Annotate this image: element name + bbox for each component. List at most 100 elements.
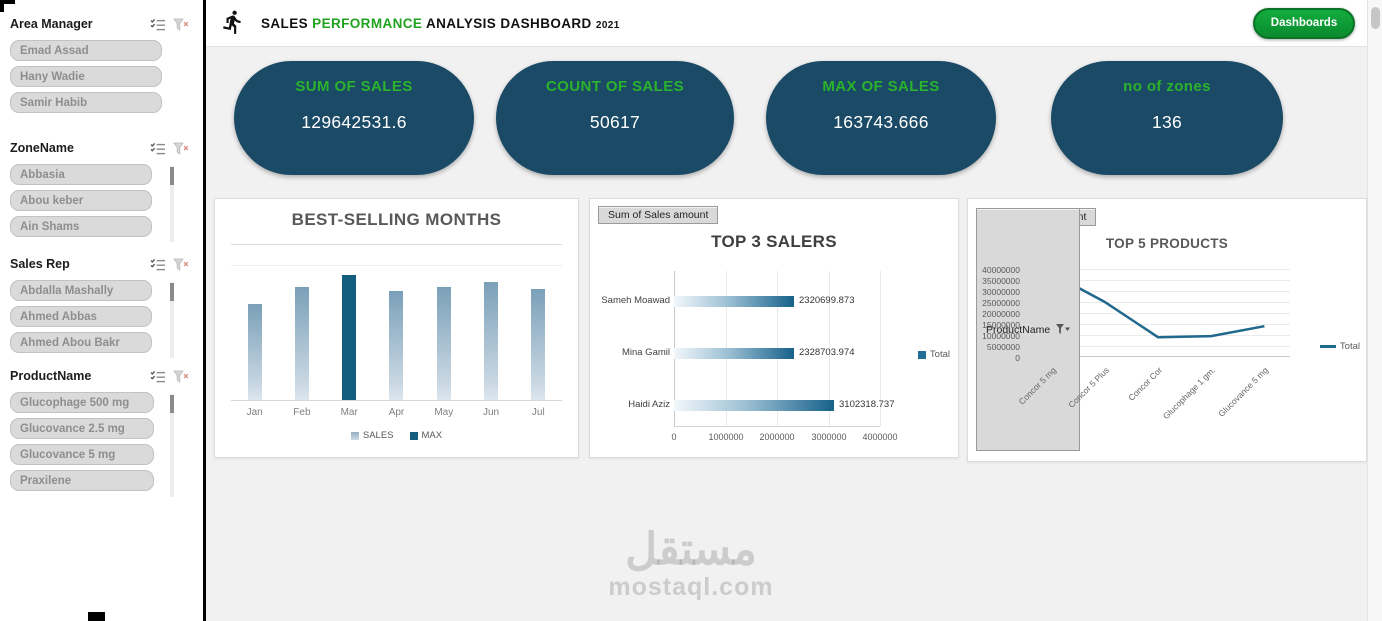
kpi-card-max-of-sales: MAX OF SALES 163743.666	[766, 61, 996, 175]
x-tick-label: Jul	[531, 407, 545, 418]
vertical-scrollbar[interactable]	[1367, 0, 1382, 621]
y-tick-label: 10000000	[982, 331, 1020, 341]
slicer-title: ProductName	[10, 369, 92, 383]
bar-jun	[484, 282, 499, 400]
slicer-scrollbar-thumb[interactable]	[170, 395, 174, 413]
y-tick-label: 30000000	[982, 287, 1020, 297]
slicer-items: Abbasia Abou keber Ain Shams	[10, 164, 195, 237]
slicer-scrollbar-thumb[interactable]	[170, 167, 174, 185]
gridline	[1025, 269, 1290, 270]
pivot-field-button[interactable]: Sum of Sales amount	[598, 206, 719, 224]
clear-filter-icon[interactable]	[173, 18, 189, 31]
x-tick-label: Jun	[482, 407, 500, 418]
clear-filter-icon[interactable]	[173, 258, 189, 271]
bar-column	[326, 266, 373, 400]
title-analysis: ANALYSIS DASHBOARD	[425, 15, 592, 31]
scrollbar-thumb[interactable]	[1371, 7, 1380, 29]
best-selling-months-chart: BEST-SELLING MONTHS Jan Feb Mar Apr May Jun Ju…	[214, 198, 579, 458]
bar-jan	[247, 303, 262, 400]
multiselect-icon[interactable]	[150, 258, 166, 271]
title-performance: PERFORMANCE	[312, 15, 423, 31]
bar-column	[373, 266, 420, 400]
legend-label: Total	[1339, 341, 1360, 352]
y-tick-label: 0	[1015, 353, 1020, 363]
slicer-items: Emad Assad Hany Wadie Samir Habib	[10, 40, 195, 113]
category-label: Haidi Aziz	[628, 399, 670, 410]
title-divider	[231, 244, 562, 245]
clear-filter-icon[interactable]	[173, 370, 189, 383]
slicer-header: ProductName	[10, 364, 195, 388]
slicer-item[interactable]: Ain Shams	[10, 216, 152, 237]
productname-filter-button[interactable]: ProductName	[976, 208, 1081, 451]
slicer-scrollbar[interactable]	[170, 394, 174, 497]
slicer-item[interactable]: Ahmed Abbas	[10, 306, 152, 327]
kpi-label: MAX OF SALES	[822, 78, 940, 95]
bar-apr	[389, 291, 404, 400]
slicer-item[interactable]: Praxilene	[10, 470, 154, 491]
legend-item-sales: SALES	[350, 430, 394, 441]
slicer-scrollbar[interactable]	[170, 282, 174, 358]
x-tick-label: 1000000	[708, 432, 744, 442]
slicer-item[interactable]: Glucovance 2.5 mg	[10, 418, 154, 439]
axis-field-label: ProductName	[986, 323, 1051, 336]
y-tick-label: 15000000	[982, 320, 1020, 330]
kpi-label: SUM OF SALES	[295, 78, 413, 95]
legend-label: MAX	[421, 430, 443, 441]
slicer-items: Abdalla Mashally Ahmed Abbas Ahmed Abou Ba…	[10, 280, 195, 353]
kpi-card-sum-of-sales: SUM OF SALES 129642531.6	[234, 61, 474, 175]
slicer-item[interactable]: Abou keber	[10, 190, 152, 211]
total-swatch	[917, 350, 926, 359]
slicer-item[interactable]: Hany Wadie	[10, 66, 162, 87]
slicer-item[interactable]: Ahmed Abou Bakr	[10, 332, 152, 353]
bar-sameh-moawad	[674, 296, 794, 307]
bar-mar	[342, 275, 357, 400]
slicer-item[interactable]: Glucophage 500 mg	[10, 392, 154, 413]
clear-filter-icon[interactable]	[173, 142, 189, 155]
corner-mark	[0, 0, 15, 12]
slicer-item[interactable]: Abbasia	[10, 164, 152, 185]
x-axis-labels: Jan Feb Mar Apr May Jun Jul	[231, 407, 562, 418]
slicer-item[interactable]: Abdalla Mashally	[10, 280, 152, 301]
header-bar: SALES PERFORMANCE ANALYSIS DASHBOARD 202…	[206, 0, 1367, 47]
bar-column	[467, 266, 514, 400]
multiselect-icon[interactable]	[150, 370, 166, 383]
bar-may	[436, 287, 451, 400]
slicer-title: Sales Rep	[10, 257, 70, 271]
title-sales: SALES	[261, 15, 309, 31]
sidebar-divider	[203, 0, 206, 621]
dashboards-button[interactable]: Dashboards	[1253, 7, 1355, 39]
x-category-label: Glucovance 5 mg	[1216, 365, 1271, 419]
multiselect-icon[interactable]	[150, 142, 166, 155]
x-tick-label: 3000000	[811, 432, 847, 442]
slicer-item[interactable]: Glucovance 5 mg	[10, 444, 154, 465]
gridline	[1025, 291, 1290, 292]
slicer-item[interactable]: Emad Assad	[10, 40, 162, 61]
slicer-scrollbar[interactable]	[170, 166, 174, 242]
title-year: 2021	[595, 19, 620, 31]
x-tick-label: Feb	[293, 407, 311, 418]
horizontal-bar-plot-area: 2320699.873 2328703.974 3102318.737	[674, 271, 894, 427]
gridline	[880, 271, 881, 426]
multiselect-icon[interactable]	[150, 18, 166, 31]
slicer-header: ZoneName	[10, 136, 195, 160]
chart-legend: SALES MAX	[215, 430, 578, 441]
bar-jul	[531, 288, 546, 400]
total-line-swatch	[1319, 345, 1336, 348]
data-label: 3102318.737	[839, 399, 895, 410]
bar-feb	[294, 287, 309, 400]
slicer-header: Area Manager	[10, 12, 195, 36]
gridline	[1025, 346, 1290, 347]
dashboard-content: SUM OF SALES 129642531.6 COUNT OF SALES 506…	[206, 47, 1367, 621]
bar-mina-gamil	[674, 348, 794, 359]
x-tick-label: Apr	[388, 407, 405, 418]
kpi-card-no-of-zones: no of zones 136	[1051, 61, 1283, 175]
slicer-item[interactable]: Samir Habib	[10, 92, 162, 113]
bar-column	[420, 266, 467, 400]
chart-title: BEST-SELLING MONTHS	[291, 210, 502, 229]
y-tick-label: 20000000	[982, 309, 1020, 319]
slicer-scrollbar-thumb[interactable]	[170, 283, 174, 301]
slicer-productname: ProductName Glucophage 500 mg Glucovance 2…	[10, 364, 195, 497]
kpi-value: 129642531.6	[301, 112, 407, 132]
watermark-site: mostaql.com	[608, 573, 774, 602]
slicer-title: Area Manager	[10, 17, 93, 31]
